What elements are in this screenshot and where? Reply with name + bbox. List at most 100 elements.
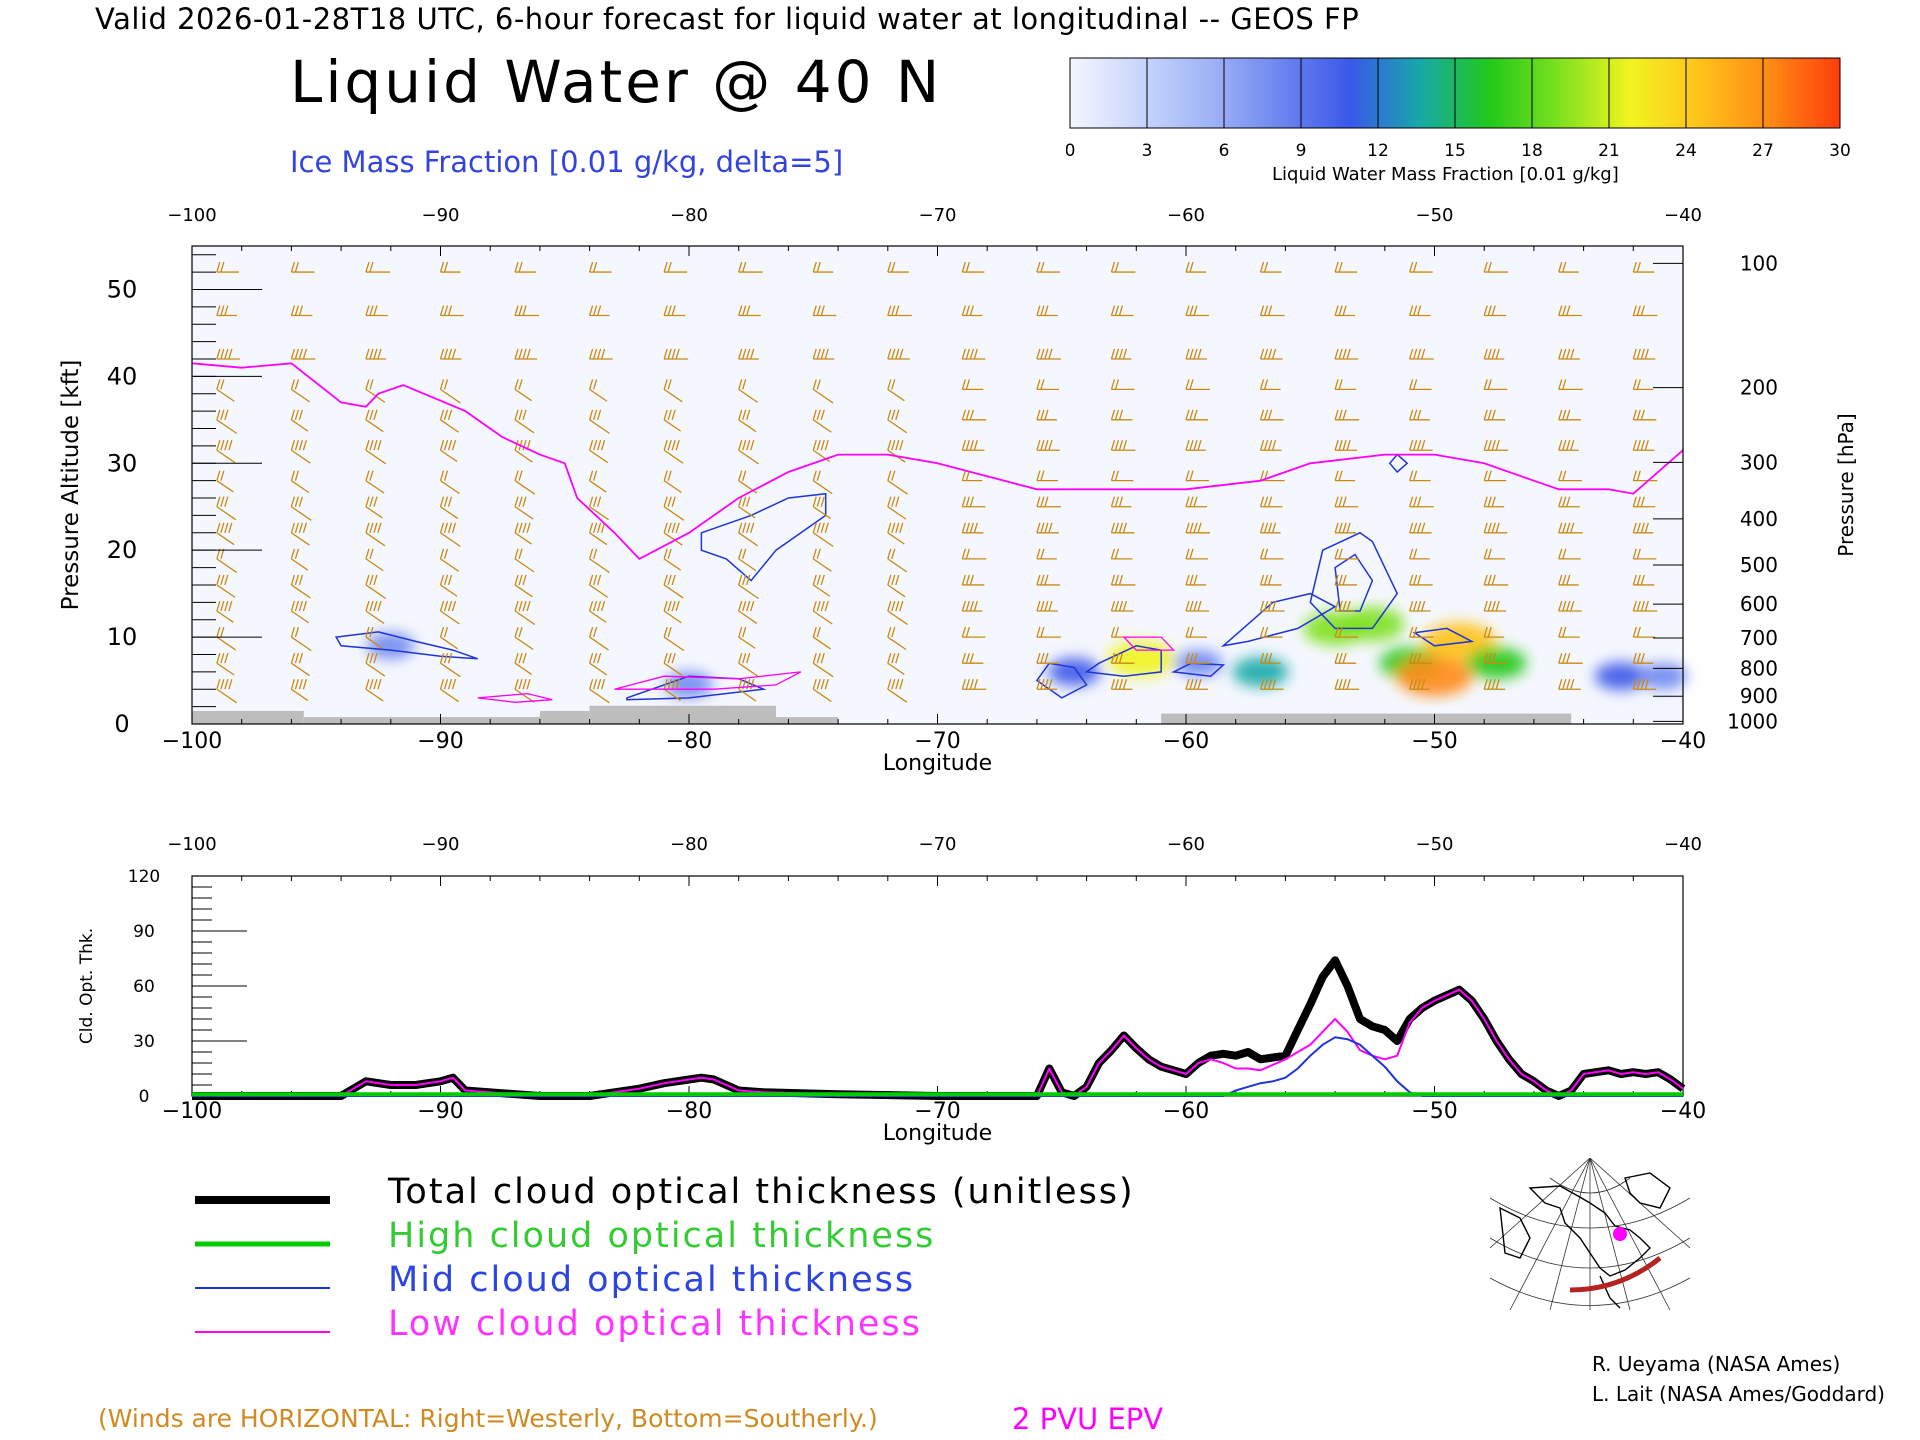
ice-mass-fraction-label: Ice Mass Fraction [0.01 g/kg, delta=5] [290,145,844,179]
wind-barb-shaft [291,688,309,702]
wind-barb-flag [816,626,821,638]
wind-barb-flag [1413,600,1418,612]
wind-barb-shaft [738,419,757,433]
wind-barb-flag [887,496,892,507]
wind-barb-flag [1197,522,1202,533]
wind-barb-flag [895,574,900,586]
wind-barb-shaft [216,688,238,704]
wind-barb-flag [447,574,453,586]
wind-barb-flag [294,548,300,560]
wind-barb-flag [451,440,457,451]
x-tick-label: −100 [162,729,222,754]
wind-barb-flag [290,470,296,481]
wind-barb-flag [588,574,594,586]
wind-barb-flag [738,626,743,638]
wind-barb-flag [891,626,896,638]
wind-barb-shaft [216,449,236,464]
wind-barb-flag [600,522,606,533]
wind-barb-flag [1036,440,1041,451]
pressure-tick-label: 300 [1740,450,1778,474]
wind-barb-flag [738,496,743,507]
wind-barb-flag [1632,261,1637,273]
wind-barb-flag [1342,652,1347,664]
wind-barb-flag [216,305,221,316]
wind-barb-flag [1267,440,1273,451]
wind-barb-flag [1044,522,1049,533]
wind-barb-flag [1334,600,1339,612]
wind-barb-flag [1259,548,1265,560]
wind-barb-flag [965,409,970,421]
wind-barb-shaft [440,449,458,463]
wind-barb-flag [224,574,229,586]
wind-barb-shaft [216,636,237,651]
wind-barb-flag [961,574,966,586]
wind-barb-flag [1487,574,1492,586]
wind-barb-flag [965,652,970,664]
wind-barb-flag [1189,574,1194,586]
wind-barb-flag [298,409,304,421]
x-tick-label-top: −60 [1167,205,1205,226]
wind-barb-flag [439,522,445,533]
wind-barb-flag [1110,348,1116,360]
wind-barb-flag [373,679,378,690]
wind-barb-flag [887,626,892,638]
wind-barb-flag [1259,440,1265,451]
wind-barb-flag [1189,652,1194,664]
wind-barb-flag [1640,440,1645,451]
wind-barb-shaft [738,688,757,702]
wind-barb-flag [1114,496,1120,507]
wind-barb-flag [224,409,229,421]
wind-barb-flag [1640,679,1645,690]
terrain [539,710,590,724]
wind-barb-flag [1409,574,1414,586]
wind-barb-flag [1487,600,1492,612]
wind-barb-flag [1193,409,1198,421]
wind-barb-flag [1636,652,1641,664]
wind-barb-flag [1487,305,1492,316]
cot-x-tick-label-top: −50 [1416,834,1454,855]
wind-barb-flag [1048,348,1053,360]
wind-barb-shaft [514,688,535,703]
wind-barb-flag [1566,522,1571,533]
wind-barb-flag [816,679,821,690]
wind-barb-flag [746,440,751,451]
wind-barb-flag [1413,574,1418,586]
wind-barb-flag [369,600,374,612]
wind-barb-flag [1421,522,1426,533]
wind-barb-flag [514,600,519,612]
wind-barb-flag [1040,574,1045,586]
wind-barb-shaft [663,662,683,677]
wind-barb-flag [1409,305,1414,316]
wind-barb-flag [1259,305,1265,316]
wind-barb-flag [294,574,300,586]
wind-barb-flag [1483,652,1488,664]
wind-barb-flag [1259,470,1265,481]
wind-barb-flag [373,348,378,360]
wind-barb-flag [1118,409,1124,421]
wind-barb-shaft [440,388,461,404]
wind-barb-flag [667,470,672,481]
cot-frame [191,875,1684,1097]
wind-barb-flag [1185,626,1190,638]
wind-barb-flag [1409,679,1414,690]
wind-barb-flag [1632,305,1637,316]
wind-barb-flag [1044,652,1049,664]
wind-barb-shaft [291,449,311,464]
wind-barb-shaft [589,532,608,546]
wind-barb-shaft [216,662,235,676]
wind-barb-flag [1558,261,1563,273]
wind-barb-flag [961,679,966,690]
wind-barb-flag [514,379,519,390]
wind-barb-flag [298,679,304,690]
wind-barb-flag [742,305,747,316]
wind-barb-flag [1263,440,1269,451]
wind-barb-flag [1417,496,1422,507]
wind-barb-flag [600,600,606,612]
wind-barb-flag [738,522,743,533]
wind-barb-flag [746,679,751,690]
ice-contour [1171,662,1226,677]
wind-barb-flag [1495,679,1500,690]
wind-barb-flag [447,522,453,533]
wind-barb-shaft [589,506,609,521]
wind-barb-flag [1342,496,1347,507]
